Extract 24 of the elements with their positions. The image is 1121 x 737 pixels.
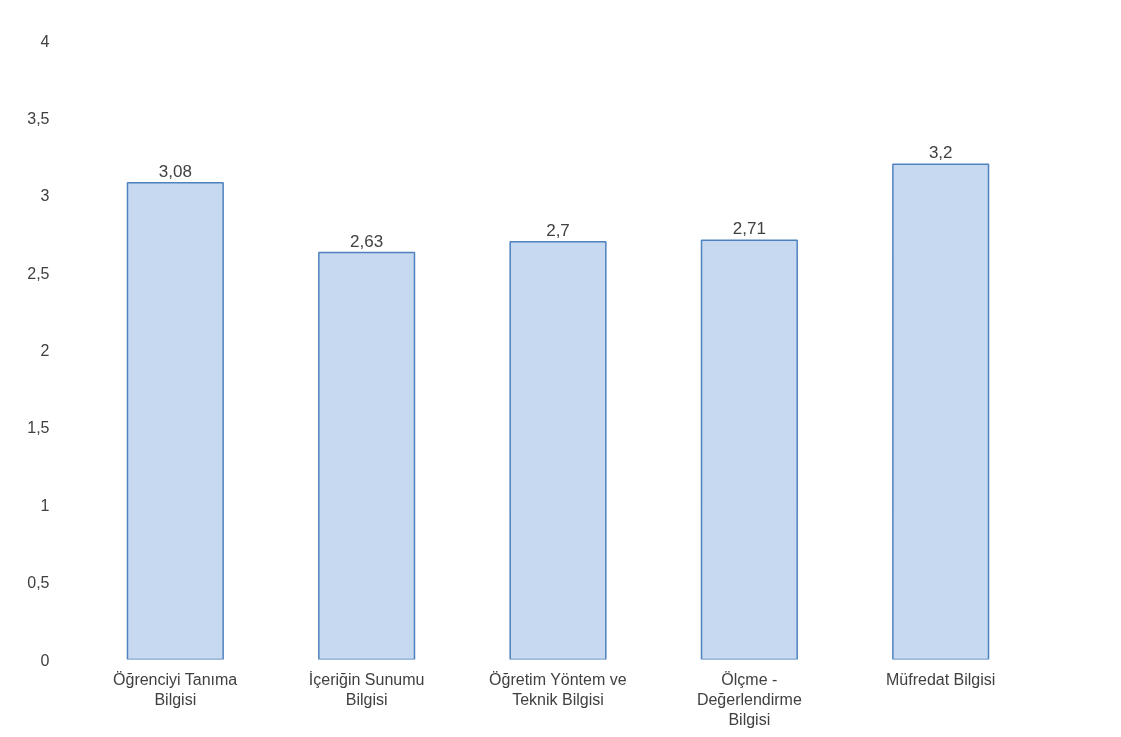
bar — [892, 163, 990, 660]
data-label: 3,08 — [158, 161, 192, 181]
bar — [318, 251, 416, 660]
y-tick-label: 0,5 — [27, 574, 50, 592]
bar — [509, 240, 607, 660]
data-label: 2,7 — [546, 220, 570, 240]
x-tick-label: Müfredat Bilgisi — [886, 670, 996, 688]
bar — [126, 182, 224, 660]
data-label: 2,71 — [732, 219, 766, 239]
x-tick-label: İçeriğin Sunumu Bilgisi — [308, 669, 425, 708]
y-tick-label: 1,5 — [27, 419, 50, 437]
y-tick-label: 4 — [40, 32, 50, 50]
y-tick-label: 2,5 — [27, 264, 50, 282]
y-tick-label: 3 — [40, 187, 50, 205]
x-tick-label: Öğrenciyi Tanıma Bilgisi — [113, 670, 238, 708]
y-tick-label: 0 — [40, 651, 50, 669]
x-tick-label: Öğretim Yöntem ve Teknik Bilgisi — [489, 670, 627, 708]
data-label: 2,63 — [350, 231, 384, 251]
bar — [700, 239, 798, 660]
data-label: 3,2 — [928, 143, 953, 163]
y-tick-label: 2 — [40, 342, 50, 359]
y-tick-label: 3,5 — [27, 109, 50, 127]
y-tick-label: 1 — [40, 496, 50, 514]
x-tick-label: Ölçme - Değerlendirme Bilgisi — [696, 670, 802, 729]
